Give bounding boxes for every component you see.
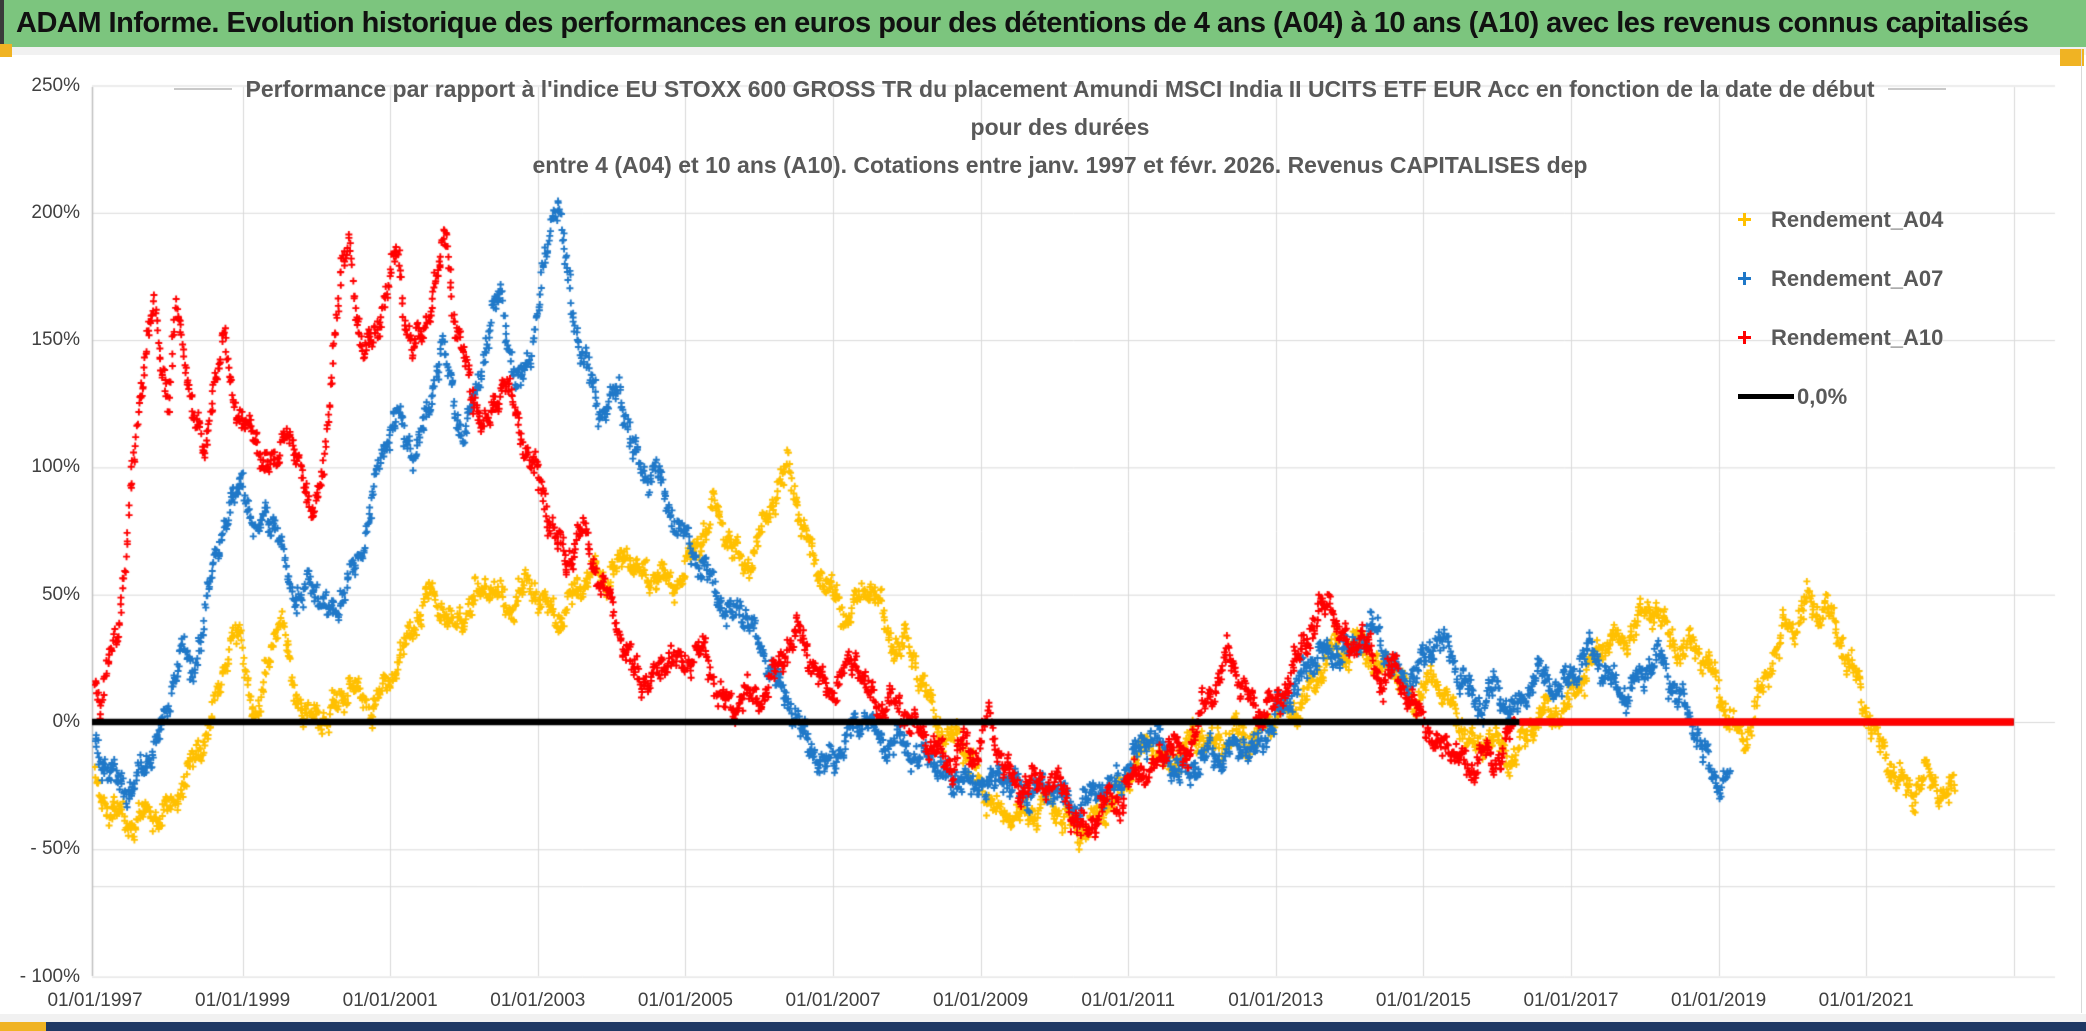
x-axis-label: 01/01/2015 [1375, 990, 1471, 1011]
title-rule-left [173, 88, 232, 90]
chart-title: Performance par rapport à l'indice EU ST… [100, 70, 2020, 184]
chart-title-line-1: Performance par rapport à l'indice EU ST… [100, 70, 2020, 108]
legend-label: 0,0% [1797, 383, 1848, 409]
line-marker-icon [1738, 394, 1794, 399]
legend-item-zero-line: 0,0% [1738, 367, 2038, 426]
x-axis-label: 01/01/2005 [637, 990, 733, 1011]
chart-title-text-1: Performance par rapport à l'indice EU ST… [245, 76, 1875, 102]
plus-marker-icon [1738, 272, 1751, 285]
x-axis-label: 01/01/2013 [1228, 990, 1324, 1011]
legend-label: Rendement_A07 [1771, 265, 1944, 291]
legend-item-a04: Rendement_A04 [1738, 190, 2038, 249]
chart-title-line-2: pour des durées [970, 114, 1150, 140]
y-axis-label: - 50% [30, 838, 80, 860]
y-axis-label: 250% [31, 74, 80, 96]
y-axis-label: 200% [31, 201, 80, 223]
x-axis-label: 01/01/2007 [785, 990, 881, 1011]
bottom-accent-notch [0, 1022, 46, 1031]
x-axis-label: 01/01/2009 [933, 990, 1029, 1011]
y-axis-label: 0% [52, 711, 80, 732]
title-rule-right [1888, 88, 1947, 90]
y-axis-label: - 100% [19, 965, 80, 987]
legend: Rendement_A04 Rendement_A07 Rendement_A1… [1738, 190, 2038, 426]
legend-item-a07: Rendement_A07 [1738, 249, 2038, 308]
x-axis-label: 01/01/2003 [490, 990, 586, 1011]
x-axis-label: 01/01/2019 [1671, 990, 1767, 1011]
legend-label: Rendement_A10 [1771, 324, 1944, 350]
legend-label: Rendement_A04 [1771, 206, 1944, 232]
x-axis-label: 01/01/1997 [47, 990, 143, 1011]
bottom-bar [0, 1022, 2086, 1031]
y-axis-label: 150% [31, 329, 80, 351]
x-axis-label: 01/01/2021 [1818, 990, 1914, 1011]
bottom-divider [0, 1014, 2086, 1022]
y-axis-label: 100% [31, 456, 80, 478]
plus-marker-icon [1738, 331, 1751, 344]
chart-title-line-3: entre 4 (A04) et 10 ans (A10). Cotations… [532, 152, 1588, 178]
x-axis-label: 01/01/2001 [342, 990, 438, 1011]
legend-item-a10: Rendement_A10 [1738, 308, 2038, 367]
y-axis-label: 50% [41, 583, 80, 605]
x-axis-label: 01/01/2017 [1523, 990, 1619, 1011]
plus-marker-icon [1738, 213, 1751, 226]
x-axis-label: 01/01/1999 [195, 990, 291, 1011]
x-axis-label: 01/01/2011 [1081, 990, 1176, 1011]
